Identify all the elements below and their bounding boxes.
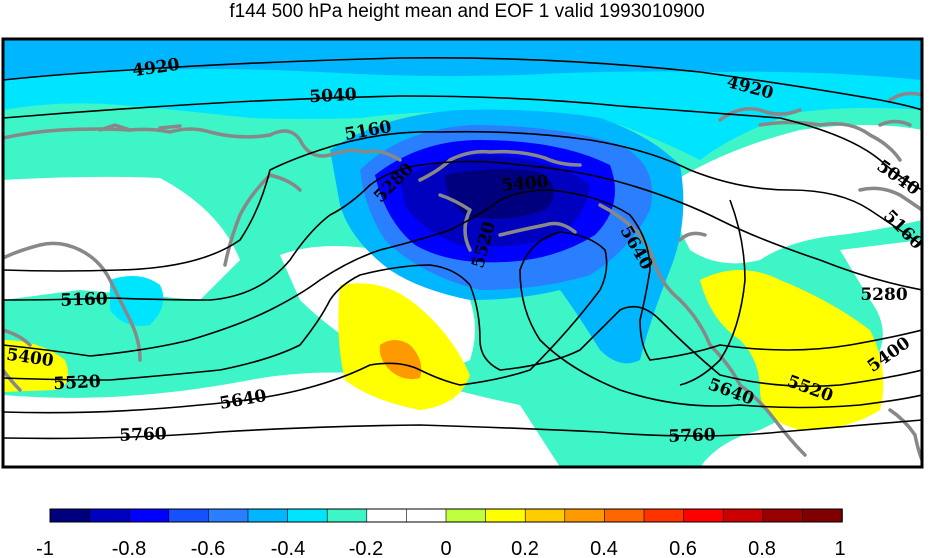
colorbar-ticks: -1 -0.8 -0.6 -0.4 -0.2 0 0.2 0.4 0.6 0.8… — [36, 538, 845, 558]
contour-label: 5280 — [860, 285, 907, 305]
colorbar-cell — [287, 508, 329, 523]
colorbar-cell — [643, 508, 685, 523]
coastline — [678, 107, 802, 242]
contour-label: 5760 — [668, 425, 716, 447]
minimum-center — [445, 169, 554, 219]
colorbar-tick-label: 0 — [440, 538, 451, 558]
colorbar-tick-label: 0.8 — [748, 538, 776, 558]
colorbar: -1 -0.8 -0.6 -0.4 -0.2 0 0.2 0.4 0.6 0.8… — [36, 508, 846, 558]
maximum-center — [379, 340, 422, 380]
coastline — [598, 203, 807, 457]
colorbar-tick-label: -0.6 — [191, 538, 225, 558]
near-zero-region — [660, 125, 922, 264]
colorbar-cell — [168, 508, 210, 523]
colorbar-cell — [326, 508, 368, 523]
contour-label: 5040 — [309, 85, 357, 107]
colorbar-cell — [524, 508, 566, 523]
colorbar-tick-label: 0.2 — [511, 538, 539, 558]
negative-region — [110, 276, 164, 326]
plot-frame — [1, 37, 924, 469]
contour-label: 5760 — [119, 424, 167, 446]
colorbar-cell — [247, 508, 289, 523]
eof-shading — [3, 39, 922, 467]
coastline — [888, 408, 922, 462]
colorbar-tick-label: 0.4 — [590, 538, 618, 558]
colorbar-tick-label: -0.8 — [112, 538, 146, 558]
colorbar-cell — [445, 508, 487, 523]
colorbar-cell — [802, 508, 843, 523]
contour-5040 — [3, 95, 922, 191]
coastline — [223, 173, 302, 267]
colorbar-cell — [722, 508, 764, 523]
contour-5400 — [3, 189, 922, 361]
coastlines — [3, 91, 922, 462]
colorbar-cell — [89, 508, 130, 523]
contour-5640 — [3, 231, 922, 414]
colorbar-cells — [49, 508, 843, 523]
contour-5760 — [3, 419, 922, 440]
coastline — [878, 91, 922, 127]
contour-labels: 4920 4920 5040 5040 5160 5160 5160 5280 … — [5, 55, 927, 447]
colorbar-cell — [128, 508, 170, 523]
contour-label: 5160 — [60, 289, 108, 311]
coastline — [3, 127, 402, 162]
colorbar-cell — [564, 508, 606, 523]
colorbar-tick-label: -0.2 — [349, 538, 383, 558]
negative-region — [3, 39, 922, 80]
near-zero-region — [3, 176, 240, 300]
colorbar-cell — [683, 508, 724, 523]
coastline — [758, 120, 922, 212]
colorbar-tick-label: -1 — [36, 538, 54, 558]
contour-label: 5400 — [501, 172, 550, 196]
colorbar-cell — [49, 508, 91, 523]
coastline — [418, 149, 582, 252]
colorbar-cell — [406, 508, 447, 523]
coastline — [98, 123, 182, 132]
colorbar-cell — [762, 508, 804, 523]
colorbar-cell — [208, 508, 249, 523]
contour-5640 — [679, 199, 746, 386]
contour-label: 5520 — [53, 372, 101, 394]
colorbar-cell — [366, 508, 408, 523]
colorbar-cell — [604, 508, 645, 523]
colorbar-cell — [485, 508, 527, 523]
contour-5520 — [3, 264, 922, 388]
colorbar-tick-label: -0.4 — [271, 538, 305, 558]
contour-5160 — [3, 130, 922, 272]
colorbar-tick-label: 1 — [834, 538, 845, 558]
height-contours — [3, 56, 922, 440]
map-title: f144 500 hPa height mean and EOF 1 valid… — [229, 1, 705, 22]
colorbar-frame — [49, 508, 843, 523]
contour-4920 — [3, 56, 922, 111]
colorbar-tick-label: 0.6 — [669, 538, 697, 558]
contour-5280 — [3, 160, 922, 301]
